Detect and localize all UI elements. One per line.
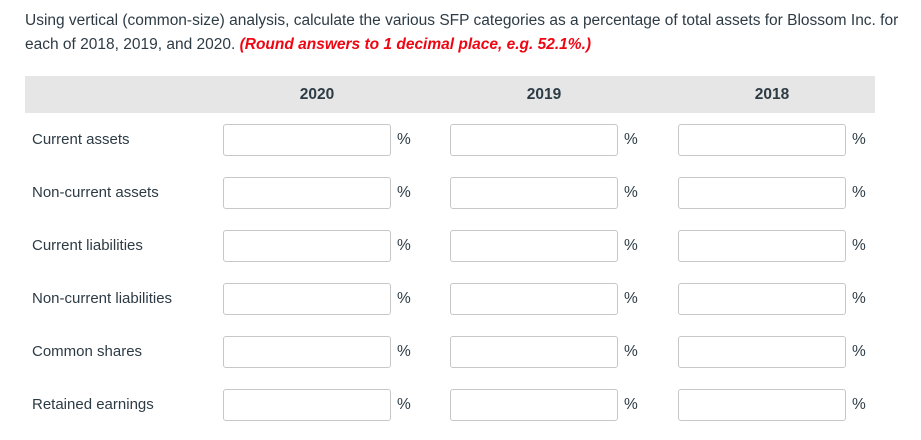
percent-sign: % [624,130,638,148]
percent-sign: % [852,236,866,254]
input-non-current-liabilities-2018[interactable] [678,282,846,315]
percent-sign: % [397,395,411,413]
row-label-retained-earnings: Retained earnings [32,396,154,413]
input-retained-earnings-2018[interactable] [678,388,846,421]
input-retained-earnings-2020[interactable] [223,388,391,421]
input-current-assets-2019[interactable] [450,123,618,156]
input-non-current-liabilities-2019[interactable] [450,282,618,315]
row-label-current-assets: Current assets [32,131,130,148]
sfp-percentage-table: 2020 2019 2018 Current assets % % % Non-… [25,76,875,431]
percent-sign: % [624,395,638,413]
year-header-2019: 2019 [526,85,562,103]
input-non-current-assets-2019[interactable] [450,176,618,209]
input-non-current-liabilities-2020[interactable] [223,282,391,315]
input-common-shares-2020[interactable] [223,335,391,368]
percent-sign: % [624,289,638,307]
input-non-current-assets-2018[interactable] [678,176,846,209]
input-non-current-assets-2020[interactable] [223,176,391,209]
table-row: Non-current liabilities % % % [25,272,875,325]
input-current-liabilities-2019[interactable] [450,229,618,262]
percent-sign: % [397,342,411,360]
percent-sign: % [624,183,638,201]
percent-sign: % [624,236,638,254]
table-header-row: 2020 2019 2018 [25,76,875,113]
percent-sign: % [852,342,866,360]
question-line2-text: each of 2018, 2019, and 2020. [25,35,240,53]
input-current-assets-2020[interactable] [223,123,391,156]
year-header-2018: 2018 [754,85,790,103]
percent-sign: % [852,395,866,413]
percent-sign: % [624,342,638,360]
percent-sign: % [397,130,411,148]
question-text: Using vertical (common-size) analysis, c… [25,9,898,56]
input-current-assets-2018[interactable] [678,123,846,156]
percent-sign: % [397,289,411,307]
question-rounding-note: (Round answers to 1 decimal place, e.g. … [239,35,592,53]
row-label-non-current-assets: Non-current assets [32,184,159,201]
table-row: Current assets % % % [25,113,875,166]
input-retained-earnings-2019[interactable] [450,388,618,421]
input-current-liabilities-2020[interactable] [223,229,391,262]
percent-sign: % [852,289,866,307]
row-label-non-current-liabilities: Non-current liabilities [32,290,173,307]
percent-sign: % [852,130,866,148]
input-common-shares-2019[interactable] [450,335,618,368]
percent-sign: % [397,236,411,254]
question-line1: Using vertical (common-size) analysis, c… [25,12,899,29]
row-label-current-liabilities: Current liabilities [32,237,143,254]
table-row: Common shares % % % [25,325,875,378]
percent-sign: % [852,183,866,201]
table-row: Retained earnings % % % [25,378,875,431]
question-line2: each of 2018, 2019, and 2020. (Round ans… [25,33,898,57]
input-common-shares-2018[interactable] [678,335,846,368]
table-row: Non-current assets % % % [25,166,875,219]
percent-sign: % [397,183,411,201]
row-label-common-shares: Common shares [32,343,143,360]
year-header-2020: 2020 [299,85,335,103]
input-current-liabilities-2018[interactable] [678,229,846,262]
table-row: Current liabilities % % % [25,219,875,272]
